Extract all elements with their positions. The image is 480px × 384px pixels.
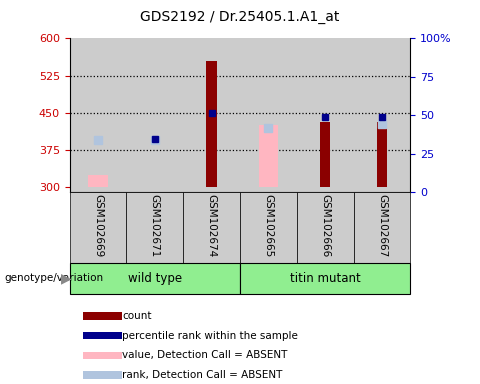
Text: GSM102665: GSM102665 (264, 194, 274, 257)
Text: genotype/variation: genotype/variation (5, 273, 104, 283)
Bar (83, 371, 122, 379)
Bar (126, 192, 183, 263)
Bar (297, 192, 354, 263)
Bar (83, 332, 122, 339)
Text: GDS2192 / Dr.25405.1.A1_at: GDS2192 / Dr.25405.1.A1_at (140, 10, 340, 24)
Text: percentile rank within the sample: percentile rank within the sample (122, 331, 298, 341)
Bar (70, 38, 126, 192)
Bar (70, 192, 126, 263)
Bar (206, 61, 217, 187)
Text: value, Detection Call = ABSENT: value, Detection Call = ABSENT (122, 350, 288, 360)
Text: GSM102674: GSM102674 (206, 194, 216, 257)
Text: rank, Detection Call = ABSENT: rank, Detection Call = ABSENT (122, 370, 283, 380)
Text: ▶: ▶ (61, 271, 72, 285)
Bar (70, 263, 240, 294)
Bar (240, 192, 297, 263)
Bar (240, 38, 297, 192)
Bar (183, 38, 240, 192)
Bar (354, 192, 410, 263)
Bar (83, 352, 122, 359)
Text: GSM102669: GSM102669 (93, 194, 103, 257)
Bar (240, 263, 410, 294)
Bar (88, 175, 108, 187)
Text: titin mutant: titin mutant (290, 272, 360, 285)
Bar (297, 38, 354, 192)
Text: GSM102666: GSM102666 (320, 194, 330, 257)
Bar (126, 38, 183, 192)
Bar (259, 125, 278, 187)
Bar (354, 38, 410, 192)
Text: wild type: wild type (128, 272, 182, 285)
Bar (320, 122, 330, 187)
Text: GSM102667: GSM102667 (377, 194, 387, 257)
Bar (377, 122, 387, 187)
Text: GSM102671: GSM102671 (150, 194, 160, 257)
Bar (83, 312, 122, 319)
Text: count: count (122, 311, 152, 321)
Bar (183, 192, 240, 263)
